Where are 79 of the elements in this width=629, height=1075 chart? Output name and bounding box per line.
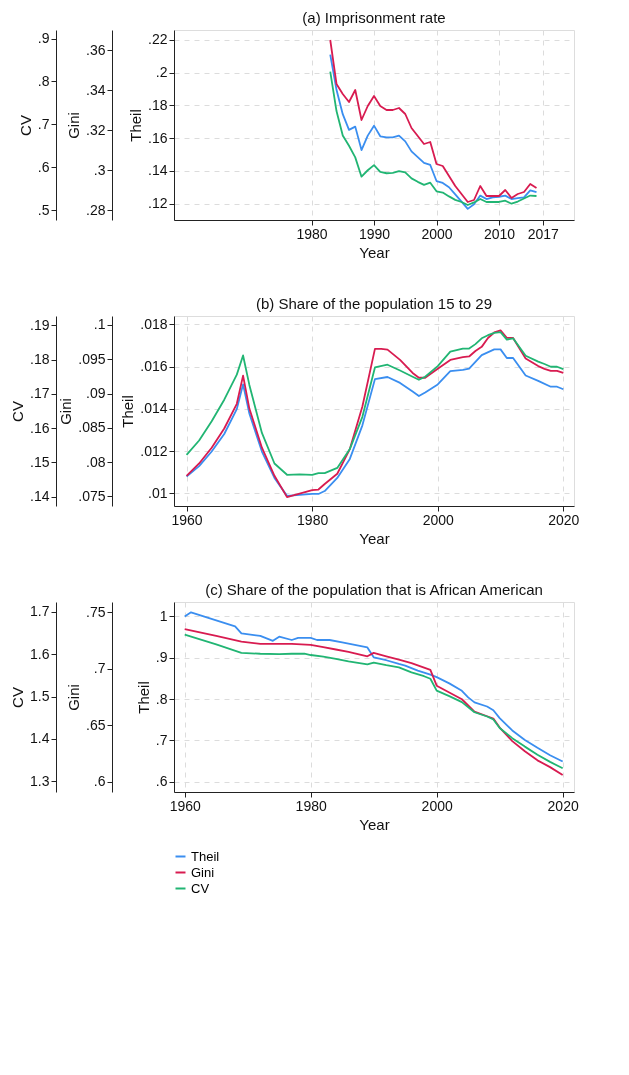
y-axis-title: Theil — [127, 109, 145, 142]
chart-title: (a) Imprisonment rate — [302, 9, 446, 26]
legend-label: Theil — [191, 848, 220, 864]
y2-tick-label: .36 — [86, 41, 106, 58]
x-tick-label: 1980 — [297, 511, 329, 528]
y3-tick-label: .17 — [30, 385, 50, 402]
y3-tick-label: 1.7 — [30, 603, 50, 620]
y2-axis-title: Gini — [65, 112, 83, 139]
x-tick-label: 1960 — [169, 797, 201, 814]
y3-axis-title: CV — [9, 687, 27, 708]
y-tick-label: 1 — [159, 607, 168, 624]
y3-tick-label: .18 — [30, 351, 50, 368]
y2-tick-label: .095 — [78, 350, 106, 367]
y-tick-label: .7 — [155, 731, 168, 748]
y2-tick-label: .09 — [86, 385, 106, 402]
y-tick-label: .12 — [148, 195, 168, 212]
y-tick-label: .018 — [140, 315, 168, 332]
y-tick-label: .016 — [140, 358, 168, 375]
chart-title: (c) Share of the population that is African American — [205, 581, 543, 598]
y-tick-label: .2 — [155, 64, 168, 81]
y-axis-title: Theil — [119, 395, 137, 428]
legend-label: CV — [191, 880, 210, 896]
y3-tick-label: .16 — [30, 419, 50, 436]
x-axis-title: Year — [359, 815, 390, 833]
x-tick-label: 1980 — [296, 225, 328, 242]
y3-tick-label: .9 — [37, 30, 50, 47]
x-tick-label: 2010 — [483, 225, 516, 242]
y3-axis-title: CV — [16, 115, 34, 136]
y2-tick-label: .75 — [86, 603, 106, 620]
x-tick-label: 2000 — [421, 797, 453, 814]
x-axis-title: Year — [359, 529, 390, 547]
x-tick-label: 2017 — [527, 225, 560, 242]
y3-tick-label: 1.3 — [30, 772, 50, 789]
legend-label: Gini — [191, 864, 215, 880]
y-tick-label: .22 — [148, 31, 168, 48]
y-tick-label: .012 — [140, 442, 168, 459]
y3-tick-label: .15 — [30, 453, 50, 470]
y2-tick-label: .075 — [78, 487, 106, 504]
x-tick-label: 2000 — [421, 225, 453, 242]
y2-axis-title: Gini — [57, 398, 75, 425]
x-tick-label: 1990 — [358, 225, 391, 242]
x-tick-label: 2020 — [547, 797, 579, 814]
y3-axis-title: CV — [9, 401, 27, 422]
y-tick-label: .9 — [155, 649, 168, 666]
y3-tick-label: 1.5 — [30, 688, 50, 705]
y3-tick-label: .6 — [37, 158, 50, 175]
line-series — [183, 611, 564, 763]
y2-tick-label: .1 — [93, 316, 106, 333]
y2-tick-label: .3 — [93, 161, 106, 178]
y2-tick-label: .32 — [86, 121, 106, 138]
y-tick-label: .01 — [148, 484, 168, 501]
x-axis-title: Year — [359, 243, 390, 261]
x-tick-label: 1960 — [171, 511, 203, 528]
y3-tick-label: .5 — [37, 201, 50, 218]
y2-tick-label: .08 — [86, 453, 106, 470]
y2-tick-label: .085 — [78, 419, 106, 436]
x-tick-label: 1980 — [295, 797, 327, 814]
y2-axis-title: Gini — [65, 684, 83, 711]
y2-tick-label: .7 — [93, 660, 106, 677]
y3-tick-label: .19 — [30, 316, 50, 333]
y-tick-label: .8 — [155, 690, 168, 707]
y-tick-label: .16 — [148, 129, 168, 146]
x-tick-label: 2000 — [422, 511, 455, 528]
y2-tick-label: .34 — [86, 81, 106, 98]
y3-tick-label: .8 — [37, 72, 50, 89]
y-tick-label: .6 — [155, 773, 168, 790]
y3-tick-label: 1.6 — [30, 645, 50, 662]
y3-tick-label: 1.4 — [30, 730, 50, 747]
y3-tick-label: .14 — [30, 488, 50, 505]
y2-tick-label: .6 — [93, 773, 106, 790]
chart-title: (b) Share of the population 15 to 29 — [255, 295, 493, 312]
y-tick-label: .014 — [140, 400, 168, 417]
y2-tick-label: .28 — [86, 201, 106, 218]
y2-tick-label: .65 — [86, 716, 106, 733]
x-tick-label: 2020 — [548, 511, 580, 528]
y-axis-title: Theil — [134, 681, 152, 714]
y-tick-label: .18 — [148, 96, 168, 113]
y3-tick-label: .7 — [37, 115, 50, 132]
y-tick-label: .14 — [148, 162, 168, 179]
